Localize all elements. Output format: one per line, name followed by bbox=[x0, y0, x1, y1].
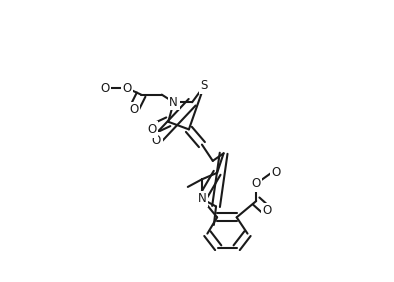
Text: O: O bbox=[271, 166, 281, 179]
Text: O: O bbox=[152, 134, 161, 147]
Text: O: O bbox=[129, 103, 138, 116]
Text: O: O bbox=[100, 81, 110, 95]
Text: S: S bbox=[201, 80, 208, 92]
Text: O: O bbox=[262, 204, 272, 217]
Text: O: O bbox=[123, 81, 132, 95]
Text: O: O bbox=[147, 123, 156, 136]
Text: N: N bbox=[169, 96, 178, 109]
Text: N: N bbox=[197, 192, 206, 205]
Text: O: O bbox=[252, 177, 261, 190]
